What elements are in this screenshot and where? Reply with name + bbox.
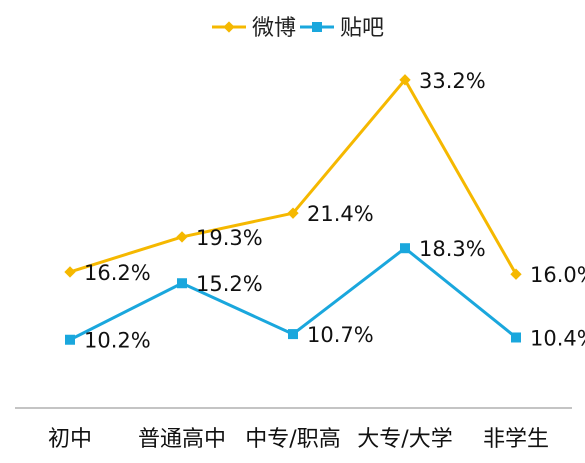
data-label-s0-2: 21.4% <box>307 202 374 226</box>
data-label-s0-1: 19.3% <box>196 226 263 250</box>
point-s0-1 <box>176 231 188 243</box>
x-tick-label-4: 非学生 <box>483 427 549 452</box>
point-s1-4 <box>511 332 521 343</box>
legend-marker-weibo <box>223 21 235 33</box>
point-s0-2 <box>287 207 299 219</box>
x-tick-label-2: 中专/职高 <box>245 427 340 452</box>
data-labels: 16.2% 19.3% 21.4% 33.2% 16.0% 10.2% 15.2% 10.7%… <box>84 69 585 353</box>
point-s1-2 <box>288 329 298 340</box>
x-tick-label-1: 普通高中 <box>138 427 226 452</box>
data-label-s0-0: 16.2% <box>84 261 151 285</box>
data-label-s1-2: 10.7% <box>307 323 374 347</box>
data-label-s0-3: 33.2% <box>419 69 486 93</box>
legend: 微博 贴吧 <box>212 16 384 41</box>
point-s1-1 <box>177 278 187 289</box>
data-label-s1-0: 10.2% <box>84 329 151 353</box>
data-label-s1-1: 15.2% <box>196 272 263 296</box>
point-s1-0 <box>65 334 75 345</box>
x-tick-labels: 初中 普通高中 中专/职高 大专/大学 非学生 <box>48 427 549 452</box>
data-label-s0-4: 16.0% <box>530 263 585 287</box>
point-s1-3 <box>400 243 410 254</box>
legend-label-weibo: 微博 <box>252 16 296 41</box>
legend-marker-tieba <box>312 22 322 32</box>
x-tick-label-0: 初中 <box>48 427 92 452</box>
x-tick-label-3: 大专/大学 <box>357 427 452 452</box>
point-s0-4 <box>510 268 522 280</box>
legend-label-tieba: 贴吧 <box>340 16 384 41</box>
data-label-s1-4: 10.4% <box>530 326 585 350</box>
point-s0-0 <box>64 266 76 278</box>
data-label-s1-3: 18.3% <box>419 237 486 261</box>
series-layer <box>64 74 522 345</box>
